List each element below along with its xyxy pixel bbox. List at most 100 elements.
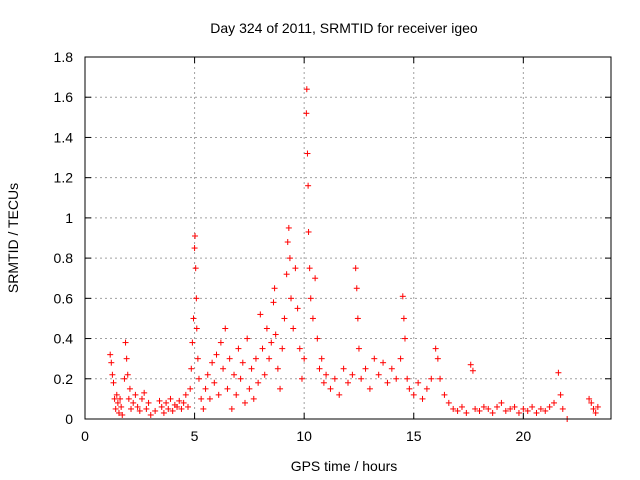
data-point [588, 399, 595, 406]
data-point [511, 403, 518, 410]
data-point [305, 182, 312, 189]
data-point [122, 339, 129, 346]
data-point [327, 385, 334, 392]
data-point [355, 345, 362, 352]
data-point [192, 232, 199, 239]
data-point [126, 385, 133, 392]
data-point [303, 110, 310, 117]
data-point [194, 355, 201, 362]
data-point [557, 391, 564, 398]
data-point [305, 228, 312, 235]
data-point [185, 403, 192, 410]
data-point [318, 355, 325, 362]
y-axis-label: SRMTID / TECUs [5, 183, 21, 293]
data-point [211, 379, 218, 386]
data-point [143, 405, 150, 412]
data-point [555, 369, 562, 376]
data-point [507, 405, 514, 412]
data-point [228, 405, 235, 412]
data-point [533, 409, 540, 416]
data-point [111, 395, 118, 402]
data-point [224, 385, 231, 392]
data-point [489, 409, 496, 416]
data-point [594, 403, 601, 410]
data-point [115, 409, 122, 416]
data-point [485, 405, 492, 412]
data-point [428, 375, 435, 382]
data-point [124, 371, 131, 378]
data-point [458, 403, 465, 410]
data-point [400, 315, 407, 322]
data-point [454, 407, 461, 414]
data-point [406, 385, 413, 392]
data-point [415, 379, 422, 386]
data-point [274, 365, 281, 372]
data-point [113, 391, 120, 398]
data-point [136, 407, 143, 414]
data-point [467, 361, 474, 368]
data-point [450, 405, 457, 412]
x-tick-label: 20 [516, 428, 532, 444]
data-point [220, 365, 227, 372]
data-point [286, 255, 293, 262]
data-point [277, 385, 284, 392]
data-point [469, 367, 476, 374]
data-point [349, 371, 356, 378]
data-point [250, 395, 257, 402]
data-point [187, 385, 194, 392]
data-point [246, 385, 253, 392]
data-point [445, 399, 452, 406]
data-point [307, 295, 314, 302]
data-point [237, 375, 244, 382]
data-point [393, 375, 400, 382]
data-point [189, 339, 196, 346]
data-point [590, 405, 597, 412]
data-point [279, 345, 286, 352]
data-point [178, 405, 185, 412]
data-point [272, 331, 279, 338]
data-point [252, 355, 259, 362]
data-point [410, 391, 417, 398]
data-point [241, 399, 248, 406]
data-point [182, 391, 189, 398]
data-point [320, 379, 327, 386]
data-point [520, 405, 527, 412]
data-point [434, 355, 441, 362]
data-point [204, 371, 211, 378]
y-tick-label: 1.6 [54, 89, 74, 105]
data-point [255, 379, 262, 386]
data-point [244, 335, 251, 342]
data-point [380, 359, 387, 366]
data-point [200, 405, 207, 412]
data-point [259, 345, 266, 352]
data-point [476, 407, 483, 414]
data-point [314, 335, 321, 342]
data-point [371, 355, 378, 362]
data-point [480, 403, 487, 410]
data-point [340, 365, 347, 372]
data-point [202, 385, 209, 392]
data-point [271, 285, 278, 292]
y-tick-label: 1.4 [54, 129, 74, 145]
data-point [266, 355, 273, 362]
data-point [180, 399, 187, 406]
data-point [119, 411, 126, 418]
data-point [345, 379, 351, 386]
data-point [397, 355, 404, 362]
data-point [123, 355, 130, 362]
x-tick-label: 5 [191, 428, 199, 444]
data-point [109, 371, 116, 378]
data-point [235, 345, 242, 352]
data-point [283, 271, 290, 278]
data-point [498, 399, 505, 406]
data-point [209, 359, 216, 366]
data-point [141, 389, 148, 396]
data-point [304, 150, 311, 157]
data-point [108, 359, 115, 366]
data-point [160, 409, 167, 416]
data-point [309, 315, 316, 322]
data-point [281, 315, 288, 322]
data-point [198, 395, 205, 402]
data-point [226, 355, 233, 362]
data-point [592, 409, 599, 416]
